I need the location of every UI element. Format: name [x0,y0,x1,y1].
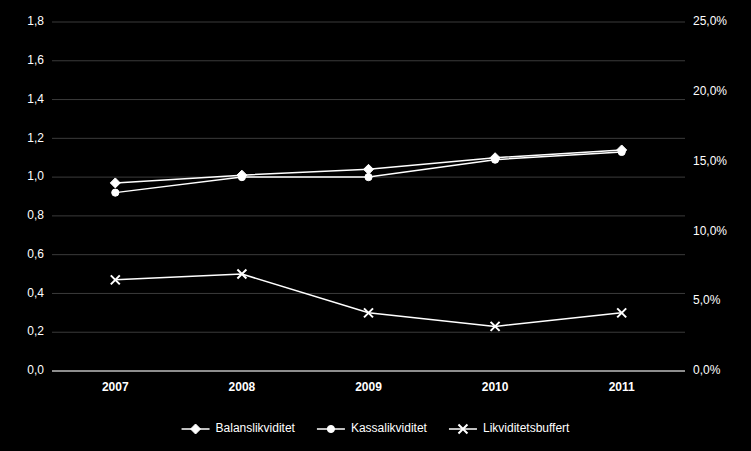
plot-area [110,145,626,331]
legend-item: Kassalikviditet [317,421,428,435]
series-line [115,274,621,326]
y2-tick-label: 20,0% [693,84,727,98]
legend-swatch-marker [327,425,334,432]
grid [52,22,685,371]
point-marker [238,174,245,181]
y2-tick-label: 15,0% [693,154,727,168]
y-tick-label: 0,2 [27,324,44,338]
y-tick-label: 1,6 [27,53,44,67]
x-tick-label: 2011 [609,380,635,394]
series [112,148,626,196]
point-marker [492,156,499,163]
point-marker [237,270,246,279]
point-marker [365,174,372,181]
grid-line [52,254,685,255]
grid-line [52,138,685,139]
legend-item: Balanslikviditet [182,421,296,435]
point-marker [491,322,500,331]
y-tick-label: 1,0 [27,169,44,183]
y-tick-label: 0,0 [27,363,44,377]
point-marker [618,148,625,155]
point-marker [112,189,119,196]
point-marker [364,164,374,174]
point-marker [364,308,373,317]
y-tick-label: 0,6 [27,247,44,261]
y-tick-label: 1,8 [27,14,44,28]
point-marker [237,170,247,180]
legend: Balanslikviditet Kassalikviditet Likvidite… [182,421,571,435]
legend-label: Balanslikviditet [216,421,296,435]
series [111,270,626,331]
legend-swatch-marker [191,424,201,434]
point-marker [617,308,626,317]
y2-tick-label: 5,0% [693,293,721,307]
grid-line [52,371,685,372]
grid-line [52,22,685,23]
axes: 0,0 0,2 0,4 0,6 0,8 1,0 1,2 1,4 1,6 1,8 0,0% 5,0% 10… [27,14,727,394]
grid-line [52,332,685,333]
point-marker [490,153,500,163]
y-tick-label: 1,2 [27,131,44,145]
y2-tick-label: 10,0% [693,224,727,238]
grid-line [52,215,685,216]
grid-line [52,60,685,61]
point-marker [617,145,627,155]
point-marker [110,178,120,188]
series [110,145,626,188]
y2-tick-label: 0,0% [693,363,721,377]
y-tick-label: 1,4 [27,92,44,106]
y2-tick-label: 25,0% [693,14,727,28]
series-line [115,150,621,183]
x-tick-label: 2009 [355,380,382,394]
x-axis-line [52,371,685,372]
legend-swatch-marker [458,425,467,434]
chart: 0,0 0,2 0,4 0,6 0,8 1,0 1,2 1,4 1,6 1,8 0,0% 5,0% 10… [0,0,751,451]
point-marker [111,275,120,284]
legend-label: Likviditetsbuffert [483,421,570,435]
x-tick-label: 2007 [102,380,129,394]
series-line [115,152,621,193]
grid-line [52,293,685,294]
legend-label: Kassalikviditet [351,421,428,435]
x-tick-label: 2010 [482,380,509,394]
x-tick-label: 2008 [229,380,256,394]
grid-line [52,99,685,100]
legend-item: Likviditetsbuffert [449,421,570,435]
background [0,0,751,451]
y-tick-label: 0,8 [27,208,44,222]
y-tick-label: 0,4 [27,286,44,300]
